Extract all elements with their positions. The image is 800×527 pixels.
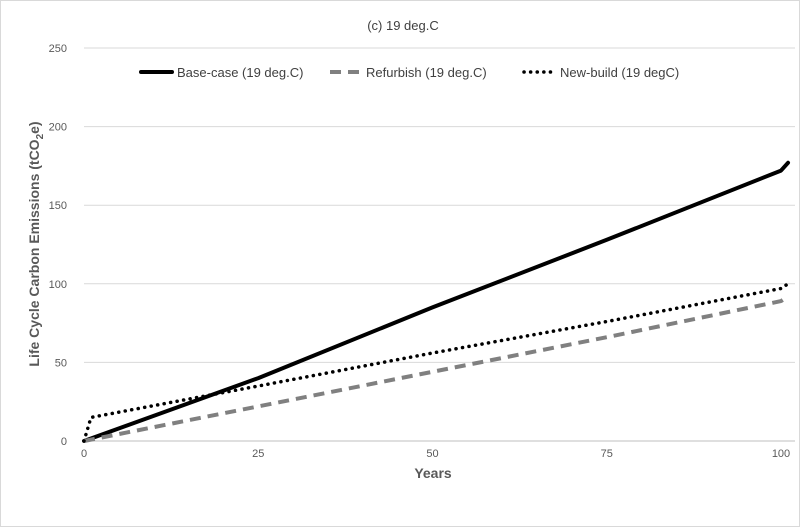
series-line-1 xyxy=(82,160,790,443)
x-tick-label: 75 xyxy=(601,448,613,460)
series-line-2 xyxy=(83,294,790,443)
legend-label-3: New-build (19 degC) xyxy=(560,65,679,80)
chart-title: (c) 19 deg.C xyxy=(367,18,439,33)
legend-label-1: Base-case (19 deg.C) xyxy=(177,65,303,80)
x-tick-label: 0 xyxy=(81,448,87,460)
y-axis-title: Life Cycle Carbon Emissions (tCO2e) xyxy=(26,121,46,366)
y-tick-label: 250 xyxy=(49,43,67,55)
x-axis-title: Years xyxy=(414,465,452,481)
gridlines xyxy=(84,47,795,363)
legend: Base-case (19 deg.C) Refurbish (19 deg.C)… xyxy=(139,65,679,80)
series-line-3 xyxy=(82,282,790,443)
y-tick-label: 100 xyxy=(49,279,67,291)
x-tick-label: 50 xyxy=(426,448,438,460)
x-tick-label: 100 xyxy=(772,448,790,460)
legend-label-2: Refurbish (19 deg.C) xyxy=(366,65,487,80)
tick-labels: 0 50 100 150 200 250 0 25 50 75 100 xyxy=(49,43,791,460)
y-tick-label: 200 xyxy=(49,122,67,134)
x-tick-label: 25 xyxy=(252,448,264,460)
series-lines xyxy=(82,160,790,443)
y-tick-label: 150 xyxy=(49,200,67,212)
y-tick-label: 50 xyxy=(55,357,67,369)
y-tick-label: 0 xyxy=(61,436,67,448)
